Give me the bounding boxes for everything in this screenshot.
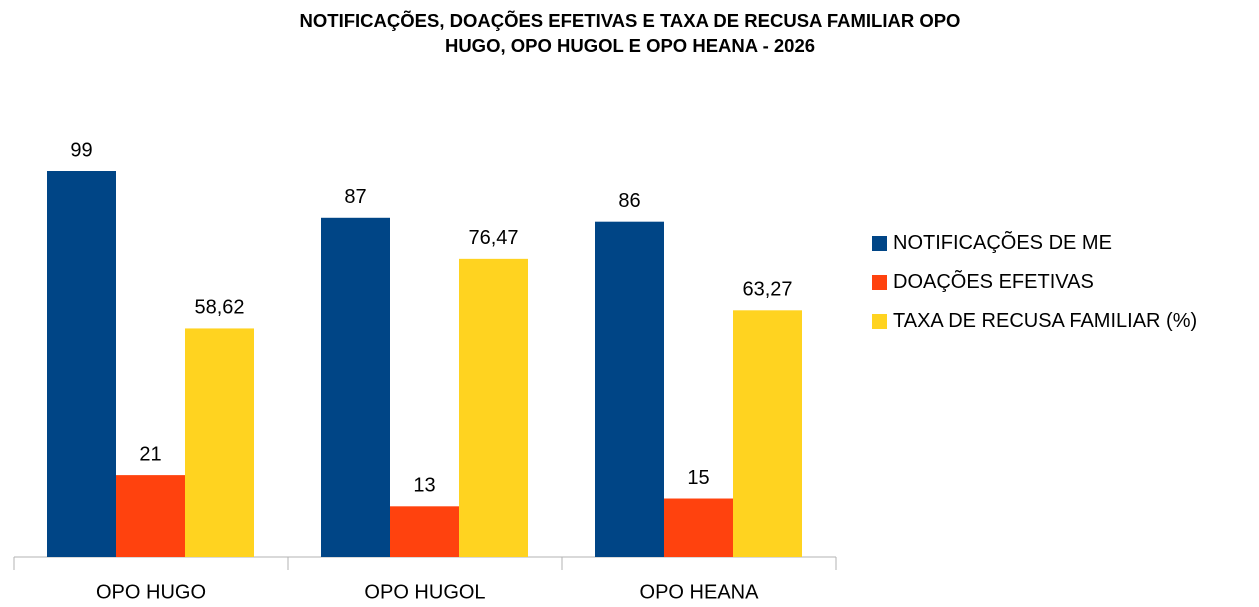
x-tick-label: OPO HUGO <box>96 581 206 603</box>
data-label: 76,47 <box>468 227 518 249</box>
legend-item: NOTIFICAÇÕES DE ME <box>872 232 1256 255</box>
data-label: 63,27 <box>742 279 792 301</box>
data-label: 86 <box>618 190 640 212</box>
data-label: 87 <box>344 186 366 208</box>
bar <box>47 171 116 557</box>
bar <box>595 221 664 557</box>
bar <box>459 258 528 557</box>
bar <box>390 506 459 557</box>
legend-swatch <box>872 275 887 290</box>
chart-title: HUGO, OPO HUGOL E OPO HEANA - 2026 <box>445 35 815 56</box>
legend-item: TAXA DE RECUSA FAMILIAR (%) <box>872 310 1256 333</box>
bar <box>185 328 254 557</box>
legend-label: DOAÇÕES EFETIVAS <box>893 271 1094 293</box>
chart-title: NOTIFICAÇÕES, DOAÇÕES EFETIVAS E TAXA DE… <box>300 10 961 31</box>
legend-item: DOAÇÕES EFETIVAS <box>872 271 1256 294</box>
data-label: 21 <box>139 443 161 465</box>
bar <box>664 498 733 557</box>
bar <box>116 475 185 557</box>
legend-label: TAXA DE RECUSA FAMILIAR (%) <box>893 310 1198 332</box>
data-label: 58,62 <box>194 297 244 319</box>
data-label: 13 <box>413 475 435 497</box>
legend-swatch <box>872 314 887 329</box>
x-tick-label: OPO HEANA <box>640 581 760 603</box>
data-label: 15 <box>687 467 709 489</box>
legend-swatch <box>872 236 887 251</box>
data-label: 99 <box>70 139 92 161</box>
legend: NOTIFICAÇÕES DE ME DOAÇÕES EFETIVAS TAXA D… <box>872 232 1256 349</box>
x-tick-label: OPO HUGOL <box>364 581 485 603</box>
bar <box>321 217 390 557</box>
legend-label: NOTIFICAÇÕES DE ME <box>893 232 1112 254</box>
bar <box>733 310 802 557</box>
